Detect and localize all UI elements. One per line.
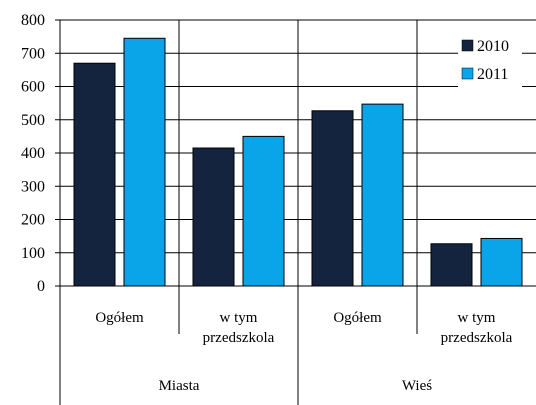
category-label-line: w tym bbox=[220, 310, 258, 326]
category-label: Ogółem bbox=[95, 310, 144, 326]
y-tick-label: 800 bbox=[21, 12, 45, 29]
bars bbox=[73, 37, 523, 287]
bar-2011-4 bbox=[480, 237, 523, 287]
y-tick-label: 400 bbox=[21, 145, 45, 162]
legend-swatch-2011 bbox=[461, 67, 474, 80]
y-tick-label: 600 bbox=[21, 79, 45, 96]
bar-2011-1 bbox=[123, 37, 166, 287]
category-label-line: przedszkola bbox=[441, 330, 513, 346]
y-tick-label: 200 bbox=[21, 212, 45, 229]
legend-swatch-2010 bbox=[461, 39, 474, 52]
x-axis-labels: Ogółem w tym przedszkola Ogółem w tym przedsz… bbox=[95, 310, 512, 394]
bar-2010-3 bbox=[311, 110, 354, 287]
category-label: Ogółem bbox=[333, 310, 382, 326]
y-tick-label: 300 bbox=[21, 178, 45, 195]
legend-label-2010: 2010 bbox=[477, 38, 509, 55]
category-label-line: Ogółem bbox=[333, 310, 382, 326]
group-label: Wieś bbox=[402, 378, 432, 394]
y-tick-label: 700 bbox=[21, 45, 45, 62]
category-label: w tym przedszkola bbox=[441, 310, 513, 346]
axes bbox=[55, 19, 536, 405]
category-label-line: w tym bbox=[458, 310, 496, 326]
legend-label-2011: 2011 bbox=[477, 66, 508, 83]
category-label-line: przedszkola bbox=[203, 330, 275, 346]
bar-2010-2 bbox=[192, 147, 235, 287]
category-label: w tym przedszkola bbox=[203, 310, 275, 346]
y-tick-label: 0 bbox=[37, 278, 45, 295]
category-label-line: Ogółem bbox=[95, 310, 144, 326]
bar-2010-4 bbox=[430, 243, 473, 287]
bar-2011-3 bbox=[361, 103, 404, 287]
y-tick-label: 100 bbox=[21, 245, 45, 262]
y-axis-ticks: 0 100 200 300 400 500 600 700 800 bbox=[21, 12, 60, 295]
bar-2011-2 bbox=[242, 135, 285, 287]
group-label: Miasta bbox=[159, 378, 200, 394]
y-tick-label: 500 bbox=[21, 112, 45, 129]
bar-2010-1 bbox=[73, 62, 116, 287]
legend: 2010 2011 bbox=[458, 32, 522, 92]
